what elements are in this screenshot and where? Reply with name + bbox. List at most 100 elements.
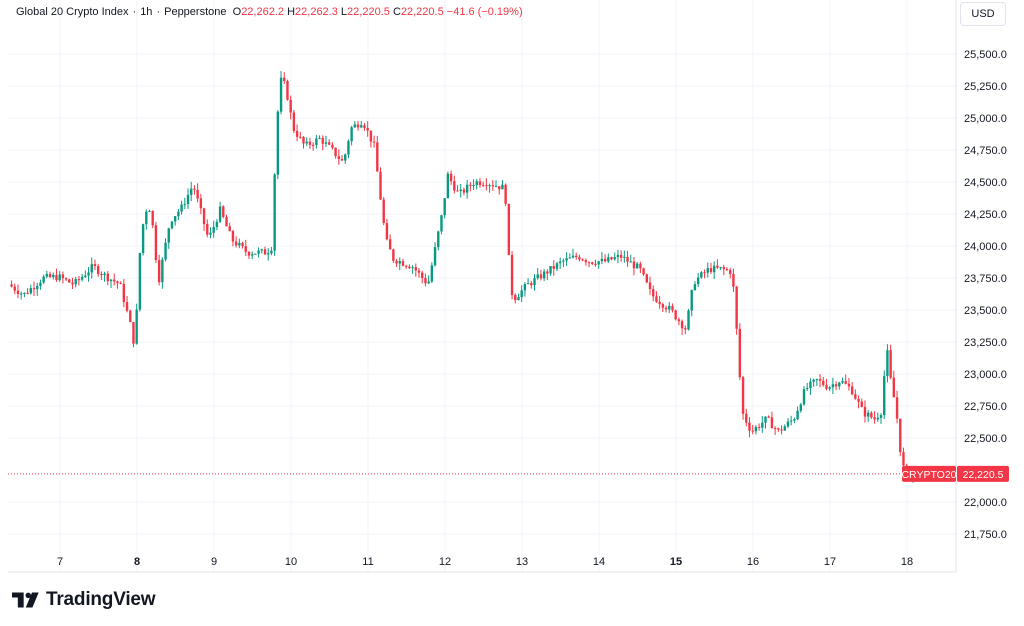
- candle-body: [485, 185, 488, 187]
- candle-body: [58, 274, 61, 281]
- low-label: L: [340, 6, 348, 18]
- candle-body: [154, 225, 158, 261]
- candle-body: [132, 322, 135, 344]
- y-tick-label: 24,750.0: [964, 145, 1007, 157]
- candle-body: [193, 188, 196, 190]
- candle-body: [212, 226, 215, 233]
- candle-body: [64, 278, 68, 280]
- candle-body: [494, 186, 498, 188]
- candle-body: [786, 421, 790, 427]
- y-tick-label: 24,500.0: [964, 177, 1007, 189]
- x-tick-label: 7: [57, 556, 63, 568]
- y-tick-label: 22,500.0: [964, 433, 1007, 445]
- x-tick-label: 13: [516, 556, 528, 568]
- candle-body: [263, 249, 267, 255]
- candle-body: [834, 384, 838, 387]
- price-axis: 25,500.0 25,250.0 25,000.0 24,750.0 24,500.0…: [964, 49, 1007, 541]
- candle-body: [215, 221, 219, 227]
- candle-body: [857, 398, 860, 402]
- x-tick-label: 11: [362, 556, 373, 568]
- candle-body: [398, 261, 401, 264]
- candle-body: [703, 272, 706, 274]
- symbol-legend[interactable]: Global 20 Crypto Index · 1h · Pepperstone O2…: [16, 6, 523, 18]
- candle-body: [639, 263, 642, 269]
- x-tick-label: 8: [134, 556, 140, 568]
- candle-body: [555, 263, 559, 269]
- candle-body: [873, 417, 876, 420]
- chart-grid: [8, 0, 956, 572]
- candle-body: [504, 184, 507, 204]
- x-tick-label: 9: [211, 556, 217, 568]
- candle-body: [376, 142, 379, 172]
- candle-body: [36, 285, 39, 290]
- candle-body: [247, 251, 251, 256]
- candle-body: [122, 283, 126, 303]
- candle-body: [116, 281, 119, 284]
- candle-body: [773, 428, 777, 430]
- candle-body: [180, 204, 183, 212]
- candle-body: [812, 379, 815, 382]
- candle-body: [616, 254, 620, 258]
- candle-body: [68, 279, 71, 283]
- candle-body: [677, 319, 681, 322]
- candle-body: [478, 181, 482, 186]
- candle-body: [706, 268, 709, 273]
- candle-body: [32, 288, 36, 290]
- x-tick-label: 16: [747, 556, 759, 568]
- candle-body: [392, 249, 395, 261]
- candle-body: [738, 328, 742, 378]
- candle-body: [600, 258, 604, 262]
- candle-body: [668, 305, 671, 310]
- candle-body: [684, 328, 687, 330]
- candle-body: [671, 305, 674, 311]
- candle-body: [315, 138, 318, 145]
- candle-body: [498, 186, 501, 190]
- candle-body: [244, 246, 247, 252]
- candle-body: [501, 184, 504, 190]
- candlestick-series: [10, 71, 924, 483]
- candle-body: [645, 274, 649, 283]
- candle-body: [462, 189, 466, 193]
- candle-body: [273, 174, 276, 251]
- candle-body: [199, 198, 203, 209]
- candle-body: [712, 265, 716, 273]
- candle-body: [603, 258, 607, 262]
- candle-body: [321, 137, 324, 144]
- candle-body: [186, 194, 190, 205]
- candle-body: [841, 381, 844, 383]
- candle-body: [87, 272, 90, 276]
- candle-body: [234, 241, 238, 246]
- candle-body: [696, 277, 700, 285]
- brand[interactable]: TradingView: [12, 588, 156, 612]
- candle-body: [177, 211, 180, 217]
- last-price-tags: CRYPTO20 22,220.5: [901, 465, 1009, 482]
- currency-button[interactable]: USD: [960, 2, 1006, 26]
- candle-body: [892, 377, 896, 398]
- y-tick-label: 21,750.0: [964, 529, 1007, 541]
- low-value: 22,220.5: [347, 6, 390, 18]
- candle-body: [353, 124, 357, 128]
- x-tick-label: 17: [824, 556, 836, 568]
- candle-body: [465, 184, 469, 193]
- candle-body: [109, 279, 113, 282]
- candle-body: [719, 267, 722, 269]
- candle-body: [80, 277, 84, 280]
- brand-name: TradingView: [46, 589, 156, 610]
- candle-body: [106, 273, 110, 282]
- candle-body: [876, 417, 880, 420]
- y-tick-label: 25,000.0: [964, 113, 1007, 125]
- candle-body: [838, 382, 841, 387]
- candle-body: [366, 127, 369, 131]
- candle-body: [26, 292, 29, 294]
- candle-body: [84, 275, 87, 278]
- candle-body: [587, 262, 591, 264]
- candle-body: [571, 255, 575, 258]
- candle-body: [770, 417, 774, 429]
- tradingview-logo-icon: [12, 592, 39, 608]
- candle-body: [526, 283, 530, 285]
- candle-body: [231, 231, 235, 242]
- symbol-name: Global 20 Crypto Index: [16, 6, 129, 18]
- candle-body: [190, 188, 193, 195]
- candle-body: [610, 257, 613, 260]
